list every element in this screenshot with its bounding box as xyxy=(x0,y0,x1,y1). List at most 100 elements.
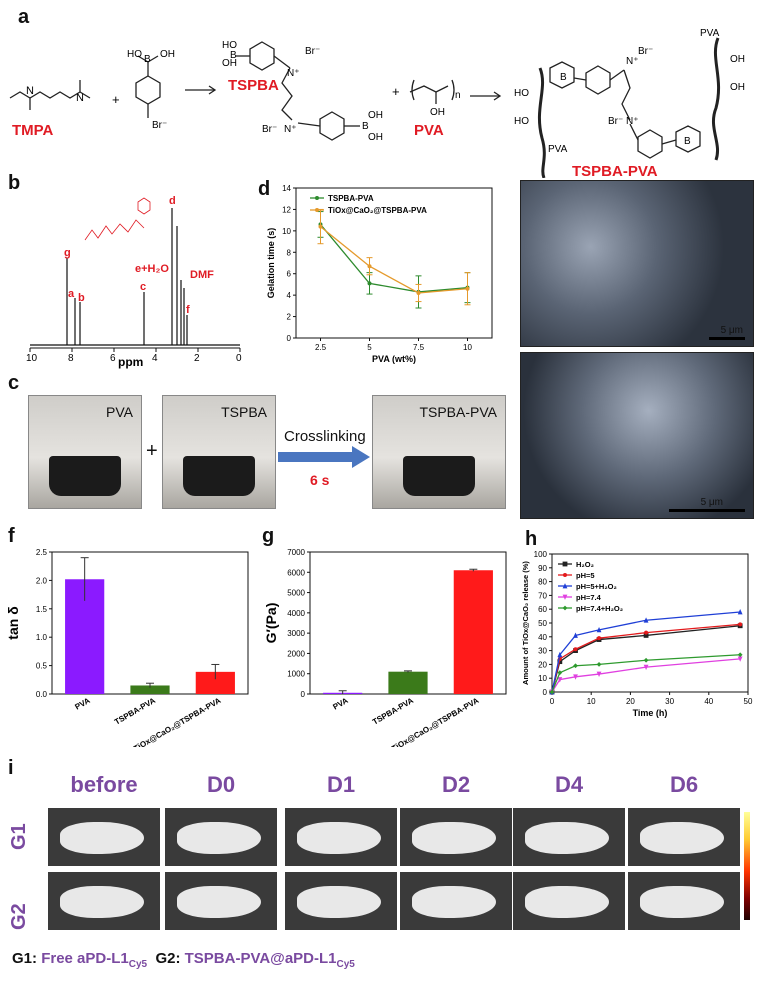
mouse-image xyxy=(628,872,740,930)
nmr-tick-label: 6 xyxy=(110,353,116,364)
y-tick-label: 70 xyxy=(538,591,547,600)
panel-label-i: i xyxy=(8,757,14,779)
y-tick-label: 90 xyxy=(538,564,547,573)
data-point xyxy=(643,633,649,638)
mouse-image xyxy=(400,872,512,930)
series-line xyxy=(551,611,741,693)
data-point xyxy=(737,652,743,658)
nmr-inset-structure xyxy=(84,197,151,241)
tspba-label: TSPBA xyxy=(228,77,279,94)
plot-frame xyxy=(295,187,493,339)
x-tick-label: 50 xyxy=(744,697,753,706)
vial-clip xyxy=(403,456,475,496)
prod-b1: B xyxy=(560,72,567,83)
nmr-tick-label: 4 xyxy=(152,353,158,364)
tmpa-n1: N xyxy=(26,85,34,97)
y-tick-label: 1000 xyxy=(287,670,305,679)
data-point xyxy=(549,689,555,695)
mouse-body xyxy=(60,822,144,854)
data-point xyxy=(737,656,743,662)
peak-f: f xyxy=(186,304,190,316)
mouse-body xyxy=(412,822,496,854)
group-label-g1: G1 xyxy=(8,823,30,850)
bar xyxy=(388,671,428,694)
data-point xyxy=(573,663,578,669)
caption-g2: G2: xyxy=(155,950,181,967)
data-point xyxy=(573,674,578,680)
series-line xyxy=(320,226,468,294)
y-tick-label: 50 xyxy=(538,619,547,628)
tspba-b2: B xyxy=(362,121,369,132)
bar xyxy=(130,685,170,694)
data-point xyxy=(643,657,649,663)
prod-n2: N⁺ xyxy=(626,116,639,127)
data-point xyxy=(562,605,568,611)
category-label: PVA xyxy=(73,696,91,712)
x-axis-label: PVA (wt%) xyxy=(372,354,416,364)
tmpa-n2: N xyxy=(76,92,84,104)
panel-label-f: f xyxy=(8,525,15,547)
pva-structure xyxy=(409,79,455,104)
mouse-image xyxy=(400,808,512,866)
nmr-trace xyxy=(30,208,240,346)
mouse-image xyxy=(165,808,277,866)
sem-scale-bar-bottom xyxy=(669,509,745,512)
prod-pva-left: PVA xyxy=(548,144,568,155)
crosslinking-label: Crosslinking xyxy=(284,428,366,445)
tspba-pva-structure xyxy=(537,37,721,178)
tspba-structure xyxy=(236,41,360,141)
y-tick-label: 0.0 xyxy=(36,690,48,699)
data-point xyxy=(644,630,649,635)
x-axis-label: Time (h) xyxy=(633,708,668,718)
plus-2: + xyxy=(392,84,400,99)
ba-br: Br⁻ xyxy=(152,120,167,131)
ba-b: B xyxy=(144,54,151,65)
caption-g1: G1: xyxy=(12,950,38,967)
pva-oh: OH xyxy=(430,107,445,118)
legend-label: pH=5+H₂O₂ xyxy=(576,582,617,591)
y-tick-label: 12 xyxy=(282,205,291,214)
series-line xyxy=(551,623,741,693)
peak-c: c xyxy=(140,281,146,293)
y-tick-label: 100 xyxy=(534,550,548,559)
y-tick-label: 6 xyxy=(287,270,292,279)
chart-storage-modulus: 0 1000 2000 3000 4000 5000 6000 7000 G′(Pa) PVA TS… xyxy=(263,548,507,747)
reaction-scheme: N N TMPA + HO B OH Br⁻ HO OH B N⁺ Br⁻ Br… xyxy=(9,28,745,178)
tmpa-label: TMPA xyxy=(12,122,54,139)
crosslinking-arrow xyxy=(278,446,370,468)
y-tick-label: 8 xyxy=(287,248,292,257)
pva-label: PVA xyxy=(414,122,444,139)
y-tick-label: 0 xyxy=(543,688,548,697)
y-axis-label: G′(Pa) xyxy=(263,603,279,644)
y-tick-label: 40 xyxy=(538,633,547,642)
y-tick-label: 60 xyxy=(538,605,547,614)
legend-label: pH=7.4+H₂O₂ xyxy=(576,604,623,613)
peak-d: d xyxy=(169,195,176,207)
mouse-image xyxy=(48,872,160,930)
crosslinking-time: 6 s xyxy=(310,472,330,488)
panel-label-c: c xyxy=(8,372,20,394)
x-tick-label: 10 xyxy=(463,343,472,352)
data-point xyxy=(596,627,602,633)
sem-scale-top: 5 μm xyxy=(720,325,743,336)
mouse-image xyxy=(165,872,277,930)
data-point xyxy=(563,573,567,577)
prod-pva-right: PVA xyxy=(700,28,720,39)
x-tick-label: 20 xyxy=(626,697,635,706)
data-point xyxy=(562,561,568,567)
tspba-b1: B xyxy=(230,50,237,61)
nmr-tick-label: 2 xyxy=(194,353,200,364)
tspba-pva-label: TSPBA-PVA xyxy=(572,163,658,178)
mouse-body xyxy=(412,886,496,918)
panel-label-b: b xyxy=(8,172,21,194)
reaction-arrow-1 xyxy=(185,85,217,95)
fluorescence-colorbar xyxy=(744,812,750,920)
x-tick-label: 7.5 xyxy=(413,343,425,352)
panel-label-a: a xyxy=(18,6,30,28)
x-tick-label: 10 xyxy=(587,697,596,706)
tspba-br2: Br⁻ xyxy=(262,124,277,135)
legend-label: pH=7.4 xyxy=(576,593,602,602)
y-tick-label: 4 xyxy=(287,291,292,300)
plus-1: + xyxy=(112,92,120,107)
data-point xyxy=(367,264,372,269)
